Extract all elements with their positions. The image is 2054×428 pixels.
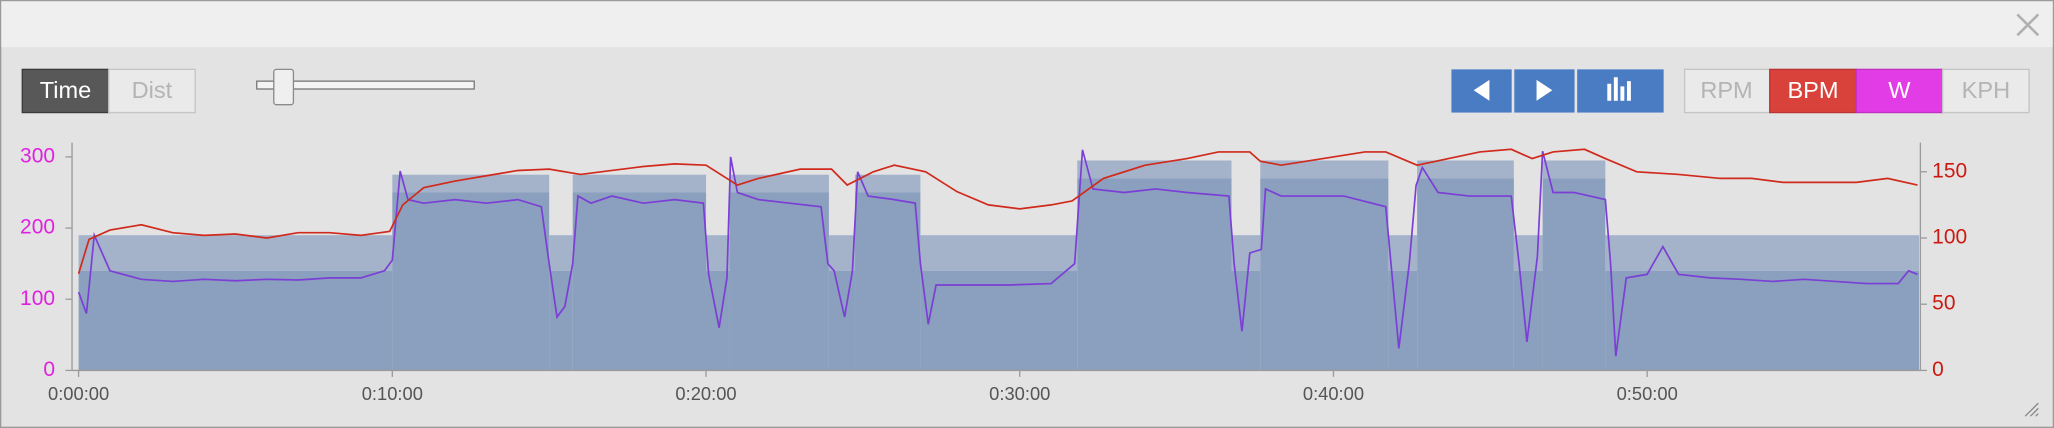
target-zone-low (828, 270, 856, 371)
target-zone-low (1605, 270, 1920, 371)
target-zone-high (78, 235, 393, 271)
zoom-slider-thumb[interactable] (273, 68, 295, 106)
target-zone-high (920, 235, 1078, 271)
target-zone-high (1260, 160, 1389, 179)
target-zone-high (1417, 160, 1514, 179)
target-zone-low (1260, 178, 1389, 371)
target-zone-high (1605, 235, 1920, 271)
prev-icon (1473, 79, 1490, 101)
bpm-button[interactable] (1769, 68, 1857, 114)
time-button[interactable] (21, 68, 110, 114)
y2-tick-label: 50 (1932, 292, 1955, 315)
target-zone-high (572, 174, 707, 193)
target-zone-high (1231, 235, 1261, 271)
x-tick-label: 0:40:00 (1303, 383, 1364, 404)
y-tick-label: 0 (43, 358, 55, 381)
target-zone-high (828, 235, 856, 271)
y-tick-label: 300 (20, 144, 55, 167)
x-tick-label: 0:10:00 (362, 383, 423, 404)
close-button[interactable] (2016, 13, 2040, 37)
target-zone-high (549, 235, 573, 271)
kph-button[interactable] (1941, 68, 2030, 114)
zoom-slider-track[interactable] (256, 80, 475, 90)
x-tick-label: 0:20:00 (675, 383, 736, 404)
target-zone-low (392, 192, 550, 371)
title-bar (1, 1, 2053, 48)
dist-button[interactable] (108, 68, 196, 114)
bars-icon (1607, 77, 1631, 101)
target-zone-low (78, 270, 393, 371)
target-zone-low (855, 192, 921, 371)
w-label: W (1888, 77, 1911, 103)
target-zone-high (1388, 235, 1418, 271)
target-zone-low (1077, 178, 1232, 371)
power-line (77, 149, 1918, 357)
target-zone-low (1513, 270, 1543, 371)
target-zone-low (572, 192, 707, 371)
dist-label: Dist (132, 77, 173, 103)
target-zone-low (1542, 178, 1606, 371)
resize-handle[interactable] (2024, 402, 2039, 417)
y-tick-label: 100 (20, 287, 55, 310)
y2-tick-label: 150 (1932, 159, 1967, 182)
x-tick-label: 0:00:00 (48, 383, 109, 404)
kph-label: KPH (1962, 77, 2010, 103)
next-icon (1536, 79, 1553, 101)
chart: 0 100 200 300 0 50 100 150 0:00:00 0:10:00 0:20:00… (20, 142, 1967, 404)
x-tick-label: 0:30:00 (989, 383, 1050, 404)
y-tick-label: 200 (20, 216, 55, 239)
target-zone-low (1417, 178, 1514, 371)
target-zone-high (855, 174, 921, 193)
x-tick-label: 0:50:00 (1617, 383, 1678, 404)
target-zone-low (729, 192, 829, 371)
w-button[interactable] (1855, 68, 1944, 114)
y2-tick-label: 100 (1932, 226, 1967, 249)
target-zone-low (920, 270, 1078, 371)
heart-rate-line (77, 148, 1918, 274)
target-zone-high (392, 174, 550, 193)
time-label: Time (40, 77, 91, 103)
rpm-label: RPM (1700, 77, 1752, 103)
target-zone-high (1542, 160, 1606, 179)
target-zone-high (706, 235, 730, 271)
y2-tick-label: 0 (1932, 358, 1944, 381)
bpm-label: BPM (1787, 77, 1838, 103)
